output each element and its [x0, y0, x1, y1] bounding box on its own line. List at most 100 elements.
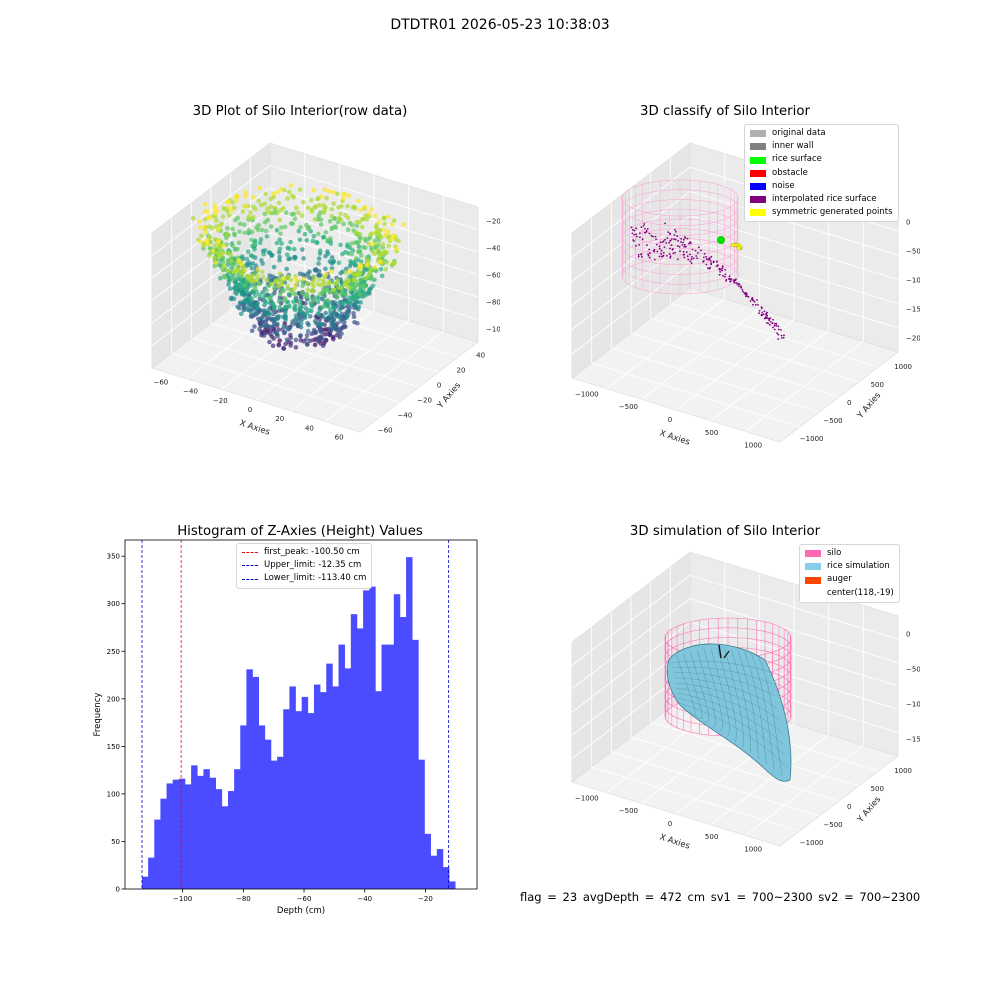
tl-data-point — [356, 304, 362, 310]
tl-data-point — [282, 330, 287, 335]
tl-data-point — [292, 306, 297, 312]
tr-interp-point — [777, 325, 780, 328]
tr-legend-label: inner wall — [772, 141, 814, 152]
tl-data-point — [343, 266, 349, 272]
tr-interp-point — [686, 237, 689, 240]
tl-data-point — [280, 314, 286, 320]
tr-interp-point — [668, 253, 671, 255]
histogram-ytick-label: 150 — [107, 743, 120, 751]
tl-data-point — [315, 196, 320, 202]
tr-interp-point — [653, 258, 656, 261]
tr-interp-point — [721, 265, 724, 268]
tl-data-point — [304, 238, 309, 243]
tl-data-point — [386, 229, 391, 234]
tl-data-point — [252, 246, 257, 252]
tl-grid-y — [250, 292, 459, 358]
tr-interp-point — [660, 252, 663, 255]
tr-interp-point — [688, 242, 690, 245]
tl-data-point — [284, 210, 289, 215]
tl-data-point — [276, 342, 282, 348]
histogram-bar — [406, 557, 413, 889]
tr-interp-point — [661, 241, 664, 244]
tl-data-point — [369, 231, 375, 236]
tr-interp-point — [647, 254, 650, 257]
tl-data-point — [278, 291, 283, 297]
tl-data-point — [224, 231, 229, 237]
tr-interp-point — [648, 248, 651, 251]
tl-data-point — [338, 291, 344, 296]
tl-data-point — [235, 304, 240, 310]
tl-data-point — [245, 307, 251, 313]
tr-interp-point — [652, 235, 654, 238]
tl-data-point — [268, 204, 274, 210]
tr-interp-point — [757, 304, 759, 306]
tr-interp-point — [644, 231, 646, 234]
tl-data-point — [354, 288, 360, 294]
tl-data-point — [293, 276, 299, 282]
tl-ytick: −20 — [417, 397, 432, 405]
tl-data-point — [328, 327, 334, 333]
tl-data-point — [239, 291, 245, 296]
tl-data-point — [246, 216, 251, 221]
tl-data-point — [360, 216, 366, 222]
br-xlabel: X Axies — [658, 832, 691, 851]
tl-data-point — [277, 217, 282, 223]
tr-interp-point — [705, 255, 708, 258]
br-surface-mesh-line — [710, 648, 730, 738]
tl-data-point — [238, 300, 243, 305]
tl-data-point — [318, 282, 323, 288]
br-axes-panes — [571, 551, 899, 847]
tl-data-point — [302, 292, 307, 298]
tr-interp-point — [728, 275, 731, 278]
tl-data-point — [324, 195, 329, 201]
tl-data-point — [298, 225, 303, 230]
tr-interp-point — [760, 314, 763, 317]
tl-data-point — [274, 227, 280, 233]
tl-data-point — [328, 310, 333, 315]
br-xtick: 1000 — [744, 846, 762, 854]
tl-data-point — [274, 240, 280, 246]
tr-interp-point — [642, 225, 645, 227]
tr-interp-point — [765, 314, 767, 316]
tr-interp-point — [752, 303, 754, 306]
tl-data-point — [283, 341, 288, 347]
tr-interp-point — [777, 333, 780, 336]
tl-ztick: −80 — [486, 299, 500, 307]
tl-data-point — [264, 234, 270, 239]
tr-interp-point — [663, 246, 666, 248]
tl-data-point — [309, 197, 314, 203]
tr-interp-point — [705, 258, 708, 260]
tl-data-point — [378, 266, 384, 272]
tl-data-point — [336, 260, 342, 265]
tr-interp-point — [673, 238, 675, 240]
br-surface-mesh-line — [717, 647, 737, 743]
histogram-bar — [154, 819, 161, 889]
histogram-legend-entry: Upper_limit: -12.35 cm — [242, 559, 366, 572]
tl-data-point — [252, 293, 258, 298]
tr-interp-point — [668, 241, 670, 244]
tr-xtick: 0 — [668, 416, 672, 424]
tl-data-point — [294, 205, 299, 211]
br-ztick: −1500 — [906, 736, 920, 744]
tl-data-point — [257, 296, 263, 302]
tl-data-point — [306, 225, 312, 230]
tr-interp-point — [686, 255, 689, 258]
tl-data-point — [279, 241, 284, 246]
tr-ytick: 1000 — [894, 363, 912, 371]
tr-interp-point — [638, 244, 641, 246]
br-ztick: 0 — [906, 631, 910, 639]
tl-data-point — [327, 219, 333, 224]
tl-data-point — [206, 235, 212, 241]
tr-interp-point — [719, 271, 721, 273]
br-surface-mesh-line — [674, 682, 780, 721]
histogram-bars — [141, 557, 456, 889]
tl-ytick: −40 — [398, 412, 413, 420]
tl-data-point — [384, 260, 390, 265]
tr-interp-point — [763, 310, 766, 313]
tr-ytick: 500 — [871, 381, 884, 389]
tl-data-point — [391, 218, 397, 223]
tl-data-point — [350, 248, 356, 253]
br-ytick: −1000 — [800, 839, 824, 847]
tr-interp-point — [772, 318, 774, 321]
tr-xtick: −1000 — [575, 390, 599, 398]
